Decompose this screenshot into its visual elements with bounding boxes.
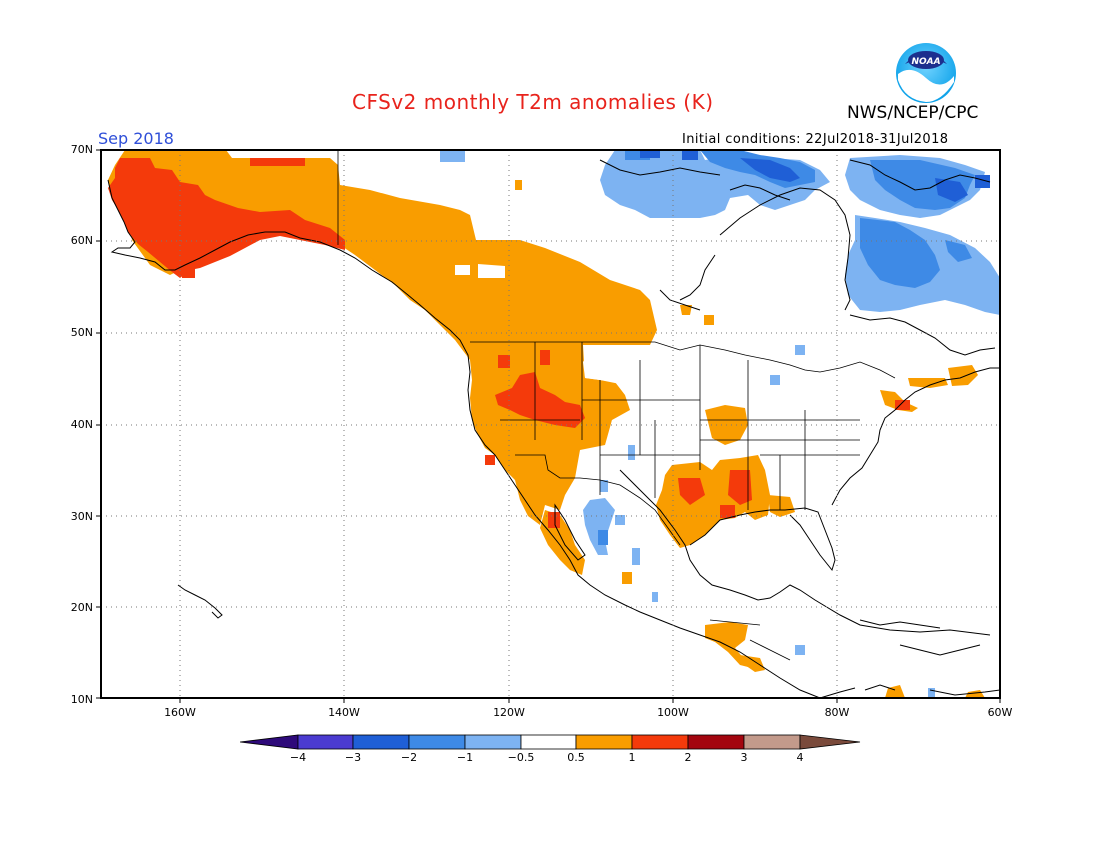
colorbar-label: −0.5 (507, 751, 535, 764)
colorbar-arrow-high (799, 734, 861, 750)
colorbar-label: 4 (796, 751, 804, 764)
colorbar-swatch (520, 734, 577, 750)
lat-label: 40N (70, 418, 93, 431)
lat-label: 30N (70, 510, 93, 523)
colorbar-swatch (464, 734, 522, 750)
strong-warm-anomaly-regions (108, 158, 910, 528)
colorbar-swatch (408, 734, 466, 750)
lon-label: 120W (493, 706, 525, 719)
lat-label: 50N (70, 326, 93, 339)
colorbar-swatch (631, 734, 689, 750)
lat-label: 20N (70, 601, 93, 614)
colorbar-label: −3 (344, 751, 362, 764)
colorbar-label: 1 (628, 751, 636, 764)
colorbar-label: 2 (684, 751, 692, 764)
forecast-month: Sep 2018 (98, 129, 174, 148)
map-frame (100, 149, 1001, 699)
agency-label: NWS/NCEP/CPC (847, 103, 979, 123)
colorbar-swatch (352, 734, 410, 750)
colorbar-label: 0.5 (567, 751, 585, 764)
initial-conditions: Initial conditions: 22Jul2018-31Jul2018 (682, 132, 949, 147)
lon-label: 100W (657, 706, 689, 719)
colorbar-label: −2 (400, 751, 418, 764)
logo-text: NOAA (911, 57, 940, 67)
colorbar-swatch (687, 734, 745, 750)
axis-ticks (96, 149, 1001, 703)
neutral-regions (455, 264, 660, 500)
lon-label: 80W (824, 706, 850, 719)
lat-label: 60N (70, 234, 93, 247)
coastlines (107, 159, 1000, 698)
colorbar-label: −4 (289, 751, 307, 764)
colorbar-label: 3 (740, 751, 748, 764)
colorbar-swatch (297, 734, 354, 750)
colorbar (240, 734, 861, 750)
lon-label: 160W (164, 706, 196, 719)
lat-label: 70N (70, 143, 93, 156)
lon-label: 60W (987, 706, 1013, 719)
colorbar-swatch (743, 734, 801, 750)
map-title: CFSv2 monthly T2m anomalies (K) (352, 90, 714, 114)
borders (337, 150, 896, 661)
noaa-logo: NOAA (896, 43, 956, 103)
colorbar-swatch (575, 734, 633, 750)
strong-cool-anomaly-regions (640, 150, 990, 202)
colorbar-arrow-low (240, 734, 299, 750)
lat-label: 10N (70, 693, 93, 706)
lon-label: 140W (328, 706, 360, 719)
colorbar-label: −1 (456, 751, 474, 764)
